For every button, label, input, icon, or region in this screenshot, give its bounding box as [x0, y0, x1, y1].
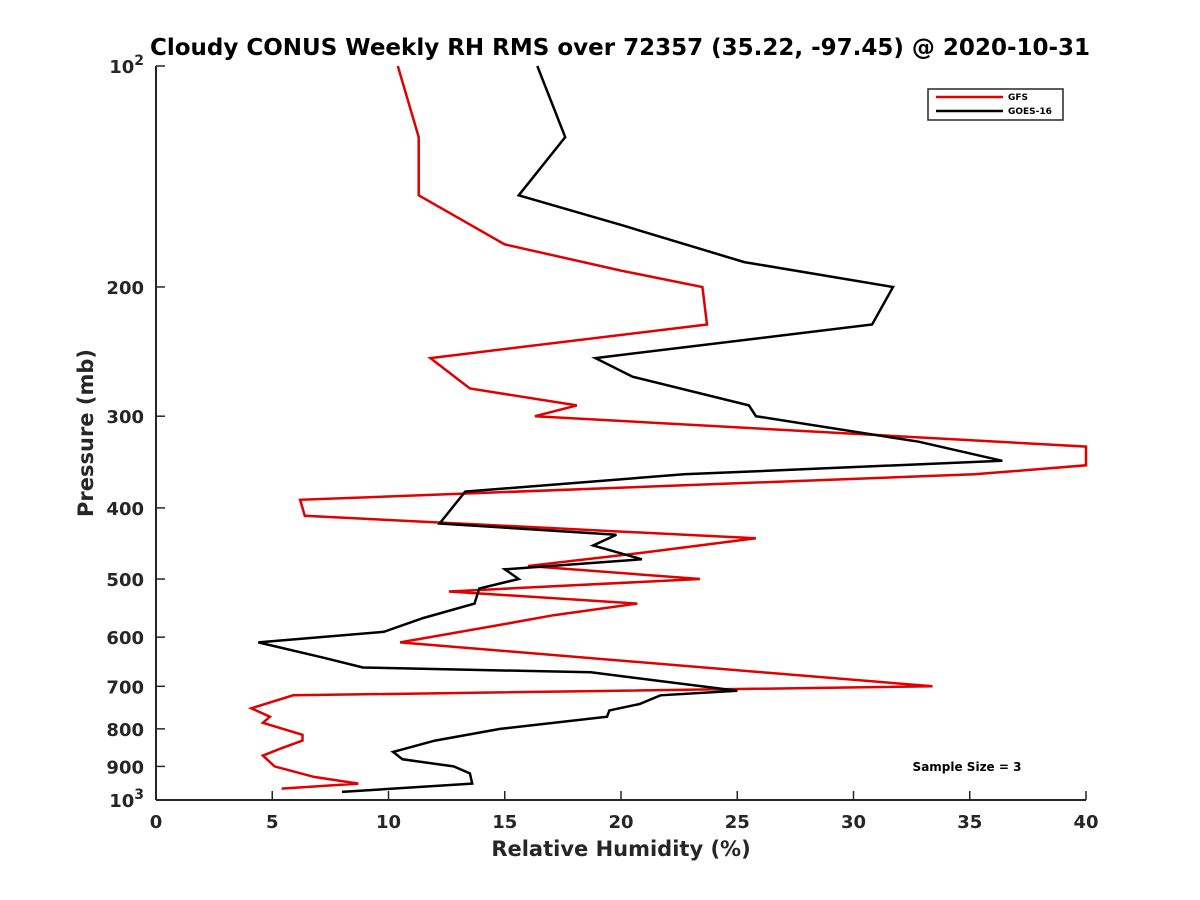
- x-tick-label: 35: [957, 812, 982, 833]
- legend-label-gfs: GFS: [1008, 93, 1028, 103]
- x-tick-label: 20: [608, 812, 633, 833]
- y-tick-label: 500: [106, 570, 144, 591]
- x-axis-label: Relative Humidity (%): [491, 837, 750, 861]
- chart-title: Cloudy CONUS Weekly RH RMS over 72357 (3…: [150, 35, 1090, 61]
- y-axis-label: Pressure (mb): [74, 349, 98, 517]
- series-layer: [247, 65, 1088, 794]
- y-tick-label: 200: [106, 278, 144, 299]
- y-tick-label: 400: [106, 499, 144, 520]
- y-tick-label: 900: [106, 757, 144, 778]
- y-tick-label: 800: [106, 720, 144, 741]
- y-tick-label: 300: [106, 407, 144, 428]
- x-tick-label: 10: [376, 812, 401, 833]
- series-line-goes16: [258, 65, 1003, 794]
- x-tick-label: 0: [150, 812, 163, 833]
- y-tick-label: 600: [106, 628, 144, 649]
- x-tick-label: 30: [841, 812, 866, 833]
- x-axis-ticks: 0 5 10 15 20 25 30 35 40: [150, 791, 1099, 833]
- x-tick-label: 25: [725, 812, 750, 833]
- x-tick-label: 40: [1073, 812, 1098, 833]
- legend-box: [927, 88, 1064, 121]
- sample-size-annotation: Sample Size = 3: [913, 760, 1022, 774]
- legend: GFS GOES-16: [927, 88, 1064, 121]
- legend-label-goes16: GOES-16: [1008, 107, 1052, 117]
- x-tick-label: 15: [492, 812, 517, 833]
- series-line-gfs: [247, 65, 1088, 790]
- x-tick-label: 5: [266, 812, 279, 833]
- y-tick-label: 700: [106, 677, 144, 698]
- plot-area: 0 5 10 15 20 25 30 35 40 10220030040050060070080…: [106, 53, 1098, 833]
